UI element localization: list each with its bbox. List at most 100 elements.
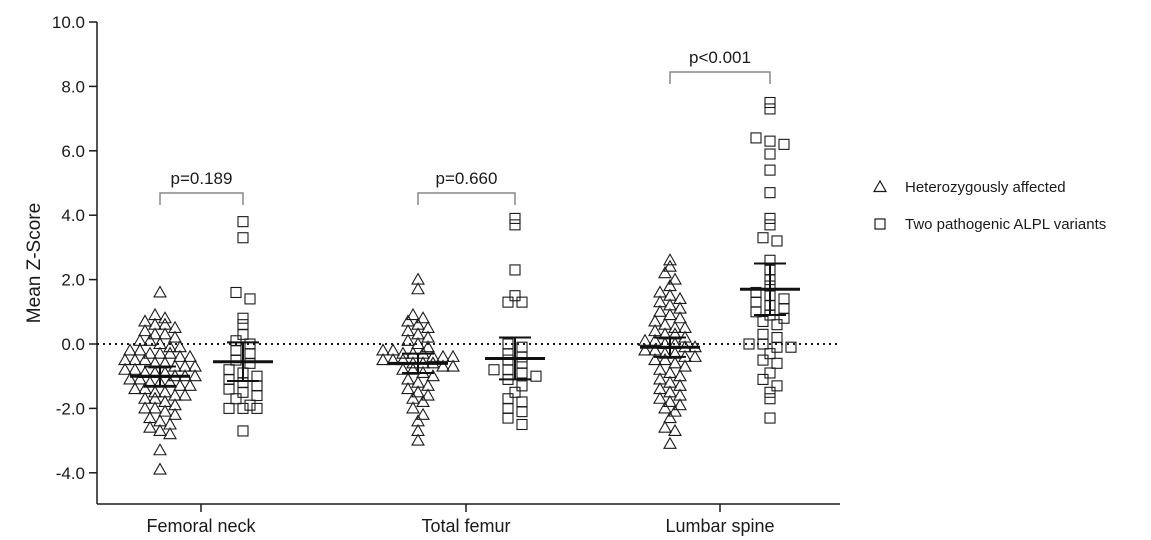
square-point (509, 212, 521, 224)
triangle-point (158, 404, 172, 417)
square-point (530, 370, 542, 382)
triangle-point (653, 304, 667, 317)
triangle-point (153, 462, 167, 475)
comparison-bracket (159, 192, 244, 205)
triangle-point (183, 349, 197, 362)
comparison-brackets: p=0.189 p=0.660 p<0.001 (159, 48, 771, 205)
square-point (223, 373, 235, 385)
triangle-point (411, 433, 425, 446)
square-point (244, 293, 256, 305)
square-point (757, 232, 769, 244)
square-point (764, 135, 776, 147)
square-point (230, 344, 242, 356)
triangle-point (673, 311, 687, 324)
p-value-label: p=0.189 (171, 169, 233, 188)
x-ticks: Femoral neck Total femur Lumbar spine (146, 504, 775, 536)
triangle-point (416, 407, 430, 420)
triangle-point (653, 391, 667, 404)
triangle-point (426, 349, 440, 362)
square-point (223, 364, 235, 376)
square-point (223, 383, 235, 395)
square-point (251, 389, 263, 402)
square-point (516, 367, 528, 379)
square-point (764, 148, 776, 160)
square-point (771, 357, 783, 369)
legend: Heterozygously affected Two pathogenic A… (872, 179, 1106, 233)
square-point (230, 354, 242, 366)
triangle-point (663, 410, 677, 424)
y-tick-label: -4.0 (56, 464, 85, 483)
triangle-point (411, 385, 425, 398)
square-point (488, 364, 500, 376)
y-tick-label: 8.0 (61, 77, 85, 96)
square-point (750, 306, 762, 318)
triangle-point (668, 320, 682, 333)
x-tick-label: Total femur (421, 516, 510, 536)
square-point (237, 386, 249, 398)
triangle-point (158, 327, 172, 340)
square-point (764, 103, 776, 115)
square-point (516, 396, 528, 408)
square-point (757, 338, 769, 350)
triangle-point (678, 359, 692, 372)
square-point (509, 219, 521, 231)
square-point (502, 364, 514, 376)
square-point (509, 290, 521, 302)
x-tick-label: Femoral neck (146, 516, 256, 536)
square-marker-icon (874, 218, 886, 230)
triangle-point (143, 346, 157, 359)
triangle-point (421, 388, 435, 401)
triangle-point (123, 343, 137, 356)
triangle-point (138, 352, 152, 366)
square-point (771, 380, 783, 392)
square-point (502, 354, 514, 366)
triangle-point (416, 394, 430, 408)
triangle-point (148, 401, 162, 414)
triangle-point (128, 381, 142, 395)
square-point (251, 402, 263, 414)
square-point (771, 341, 783, 353)
y-tick-label: 2.0 (61, 271, 85, 290)
triangle-point (663, 394, 677, 408)
square-point (516, 406, 528, 418)
square-point (778, 312, 790, 324)
triangle-point (658, 346, 672, 359)
triangle-point (183, 378, 197, 391)
triangle-point (406, 307, 420, 321)
p-value-label: p=0.660 (436, 169, 498, 188)
legend-label: Two pathogenic ALPL variants (905, 216, 1106, 233)
triangle-point (401, 333, 415, 346)
square-point (778, 303, 790, 315)
square-point (764, 412, 776, 424)
square-point (764, 393, 776, 405)
triangle-point (376, 352, 390, 366)
legend-item-heterozygous: Heterozygously affected (872, 179, 1066, 196)
square-point (778, 138, 790, 150)
p-value-label: p<0.001 (689, 48, 751, 67)
square-point (750, 132, 762, 144)
square-point (237, 216, 249, 228)
triangle-point (406, 401, 420, 414)
y-tick-label: 6.0 (61, 142, 85, 161)
square-point (785, 341, 797, 353)
triangle-point (173, 378, 187, 391)
triangle-point (148, 327, 162, 340)
triangle-point (128, 362, 142, 375)
triangle-point (143, 375, 157, 388)
triangle-point (163, 375, 177, 388)
triangle-point (168, 330, 182, 343)
legend-label: Heterozygously affected (905, 179, 1066, 196)
square-point (509, 386, 521, 398)
triangle-point (658, 352, 672, 366)
triangle-point (421, 340, 435, 353)
y-tick-label: 0.0 (61, 335, 85, 354)
triangle-point (143, 420, 157, 433)
square-point (237, 312, 249, 324)
triangle-point (663, 436, 677, 449)
triangle-point (668, 356, 682, 369)
triangle-point (688, 349, 702, 362)
square-point (750, 296, 762, 308)
x-tick-label: Lumbar spine (665, 516, 774, 536)
triangle-point (178, 388, 192, 401)
